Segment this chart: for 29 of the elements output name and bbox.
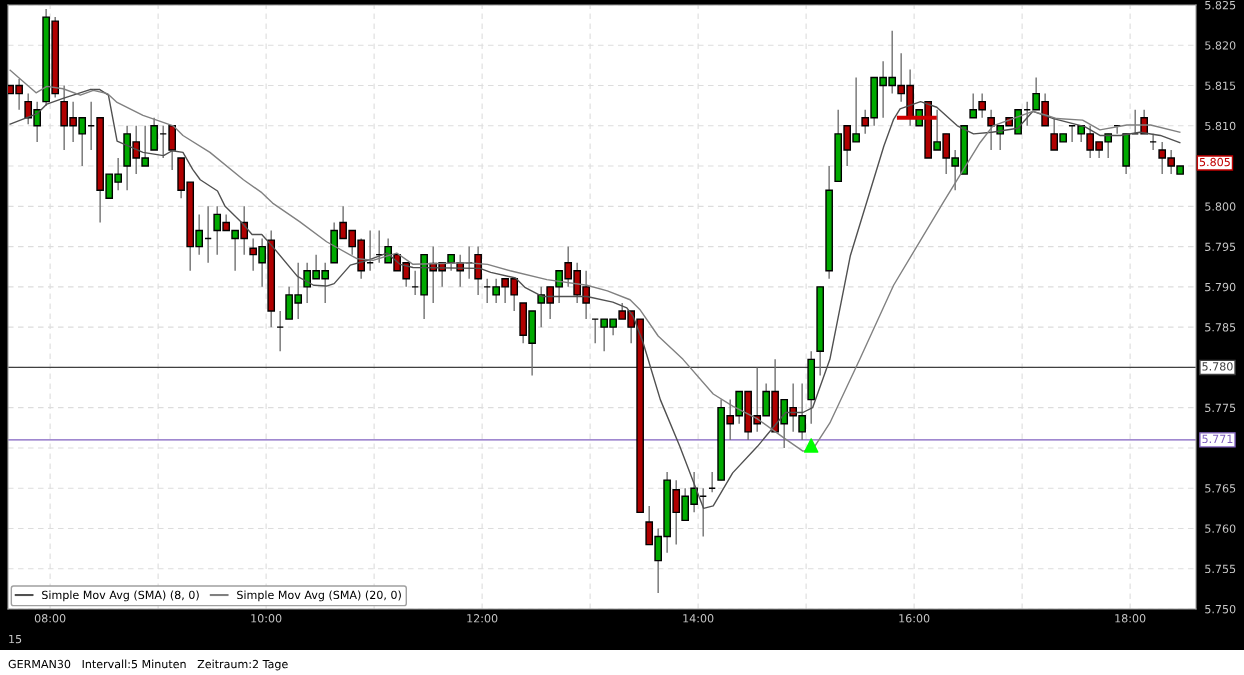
y-tick-label: 5.790 bbox=[1205, 282, 1236, 292]
x-tick-label: 14:00 bbox=[683, 614, 714, 623]
line-series bbox=[9, 69, 1181, 452]
y-tick-label: 5.765 bbox=[1205, 484, 1236, 493]
legend-label: Simple Mov Avg (SMA) (8, 0) bbox=[42, 590, 199, 602]
y-tick-label: 5.795 bbox=[1205, 242, 1236, 251]
y-tick-label: 5.815 bbox=[1205, 81, 1236, 90]
x-tick-label: 16:00 bbox=[899, 614, 930, 623]
candlestick bbox=[987, 108, 995, 151]
y-tick-label: 5.825 bbox=[1205, 0, 1236, 10]
y-tick-label: 5.750 bbox=[1205, 604, 1236, 614]
x-tick-label: 10:00 bbox=[251, 614, 282, 623]
line-series bbox=[9, 88, 1181, 510]
x-tick-label: 12:00 bbox=[467, 614, 498, 623]
y-tick-label: 5.785 bbox=[1205, 323, 1236, 332]
y-tick-label: 5.760 bbox=[1205, 524, 1236, 533]
y-tick-label: 5.800 bbox=[1205, 202, 1236, 211]
ref-line-label: 5.780 bbox=[1202, 362, 1233, 371]
y-tick-label: 5.810 bbox=[1205, 121, 1236, 131]
text: 15 bbox=[9, 634, 22, 644]
y-tick-label: 5.820 bbox=[1205, 41, 1236, 50]
y-tick-label: 5.755 bbox=[1205, 564, 1236, 574]
ref-line-label: 5.771 bbox=[1202, 434, 1233, 444]
legend-label: Simple Mov Avg (SMA) (20, 0) bbox=[237, 590, 401, 602]
text: GERMAN30 Intervall:5 Minuten Zeitraum:2 Tage bbox=[8, 659, 288, 671]
x-tick-label: 08:00 bbox=[34, 614, 66, 623]
y-tick-label: 5.775 bbox=[1205, 403, 1236, 413]
x-tick-label: 18:00 bbox=[1115, 614, 1146, 623]
text: 5.805 bbox=[1199, 157, 1230, 167]
